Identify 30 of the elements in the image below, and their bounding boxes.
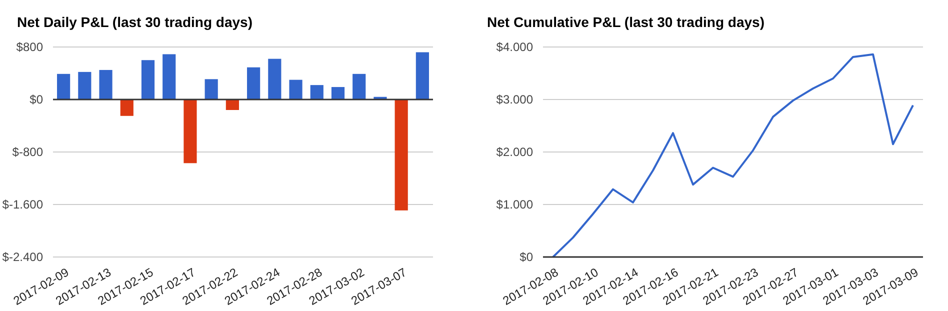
bar <box>141 60 155 100</box>
bar <box>416 52 429 100</box>
bar <box>162 54 176 100</box>
y-tick-label: $0 <box>520 250 534 264</box>
bar <box>352 74 366 100</box>
bar <box>78 72 92 100</box>
bar <box>99 70 112 100</box>
y-tick-label: $-2.400 <box>2 250 44 264</box>
y-tick-label: $0 <box>30 92 44 107</box>
y-tick-label: $-1.600 <box>2 198 44 212</box>
y-tick-label: $4.000 <box>496 40 534 54</box>
y-tick-label: $2.000 <box>496 145 534 160</box>
y-tick-label: $3.000 <box>496 92 534 107</box>
bar <box>204 79 218 100</box>
bar <box>331 87 345 100</box>
bar <box>57 74 70 100</box>
y-tick-label: $1.000 <box>496 198 534 212</box>
bar <box>226 100 239 110</box>
chart-title: Net Cumulative P&L (last 30 trading days) <box>487 14 764 30</box>
bar <box>310 85 324 100</box>
bar <box>394 100 408 210</box>
line-series <box>552 53 914 258</box>
bar <box>289 80 302 100</box>
bar <box>120 100 134 116</box>
bar <box>184 100 197 164</box>
y-tick-label: $-800 <box>12 145 44 160</box>
chart-title: Net Daily P&L (last 30 trading days) <box>17 14 252 30</box>
bar <box>268 58 282 100</box>
y-tick-label: $800 <box>16 40 44 54</box>
bar <box>247 67 260 100</box>
